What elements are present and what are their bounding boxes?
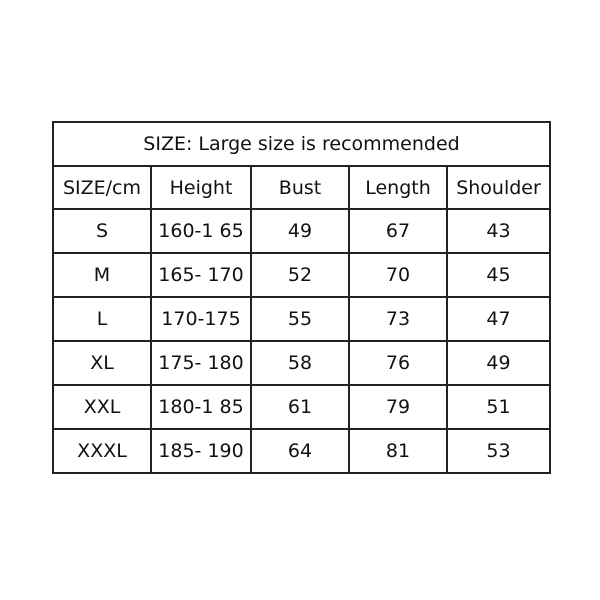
- cell-length: 67: [348, 208, 448, 254]
- header-bust: Bust: [250, 165, 350, 210]
- cell-length: 81: [348, 428, 448, 474]
- table-row: S 160-1 65 49 67 43: [52, 208, 551, 254]
- table-row: L 170-175 55 73 47: [52, 296, 551, 342]
- cell-size: M: [52, 252, 152, 298]
- cell-bust: 58: [250, 340, 350, 386]
- cell-height: 160-1 65: [150, 208, 252, 254]
- cell-bust: 55: [250, 296, 350, 342]
- header-size: SIZE/cm: [52, 165, 152, 210]
- cell-shoulder: 51: [446, 384, 551, 430]
- cell-shoulder: 43: [446, 208, 551, 254]
- cell-height: 185- 190: [150, 428, 252, 474]
- cell-size: S: [52, 208, 152, 254]
- header-length: Length: [348, 165, 448, 210]
- cell-height: 175- 180: [150, 340, 252, 386]
- cell-length: 79: [348, 384, 448, 430]
- cell-bust: 64: [250, 428, 350, 474]
- header-row: SIZE/cm Height Bust Length Shoulder: [52, 165, 551, 210]
- cell-shoulder: 45: [446, 252, 551, 298]
- cell-size: XXXL: [52, 428, 152, 474]
- cell-size: XL: [52, 340, 152, 386]
- cell-length: 73: [348, 296, 448, 342]
- table-row: XXL 180-1 85 61 79 51: [52, 384, 551, 430]
- header-height: Height: [150, 165, 252, 210]
- cell-shoulder: 49: [446, 340, 551, 386]
- table-row: XL 175- 180 58 76 49: [52, 340, 551, 386]
- table-row: XXXL 185- 190 64 81 53: [52, 428, 551, 474]
- table-row: M 165- 170 52 70 45: [52, 252, 551, 298]
- table-title: SIZE: Large size is recommended: [52, 121, 551, 167]
- cell-shoulder: 47: [446, 296, 551, 342]
- cell-height: 170-175: [150, 296, 252, 342]
- cell-height: 180-1 85: [150, 384, 252, 430]
- size-chart-table: SIZE: Large size is recommended SIZE/cm …: [52, 121, 551, 474]
- cell-bust: 61: [250, 384, 350, 430]
- cell-bust: 49: [250, 208, 350, 254]
- cell-size: L: [52, 296, 152, 342]
- cell-size: XXL: [52, 384, 152, 430]
- cell-length: 70: [348, 252, 448, 298]
- header-shoulder: Shoulder: [446, 165, 551, 210]
- cell-length: 76: [348, 340, 448, 386]
- cell-shoulder: 53: [446, 428, 551, 474]
- cell-bust: 52: [250, 252, 350, 298]
- cell-height: 165- 170: [150, 252, 252, 298]
